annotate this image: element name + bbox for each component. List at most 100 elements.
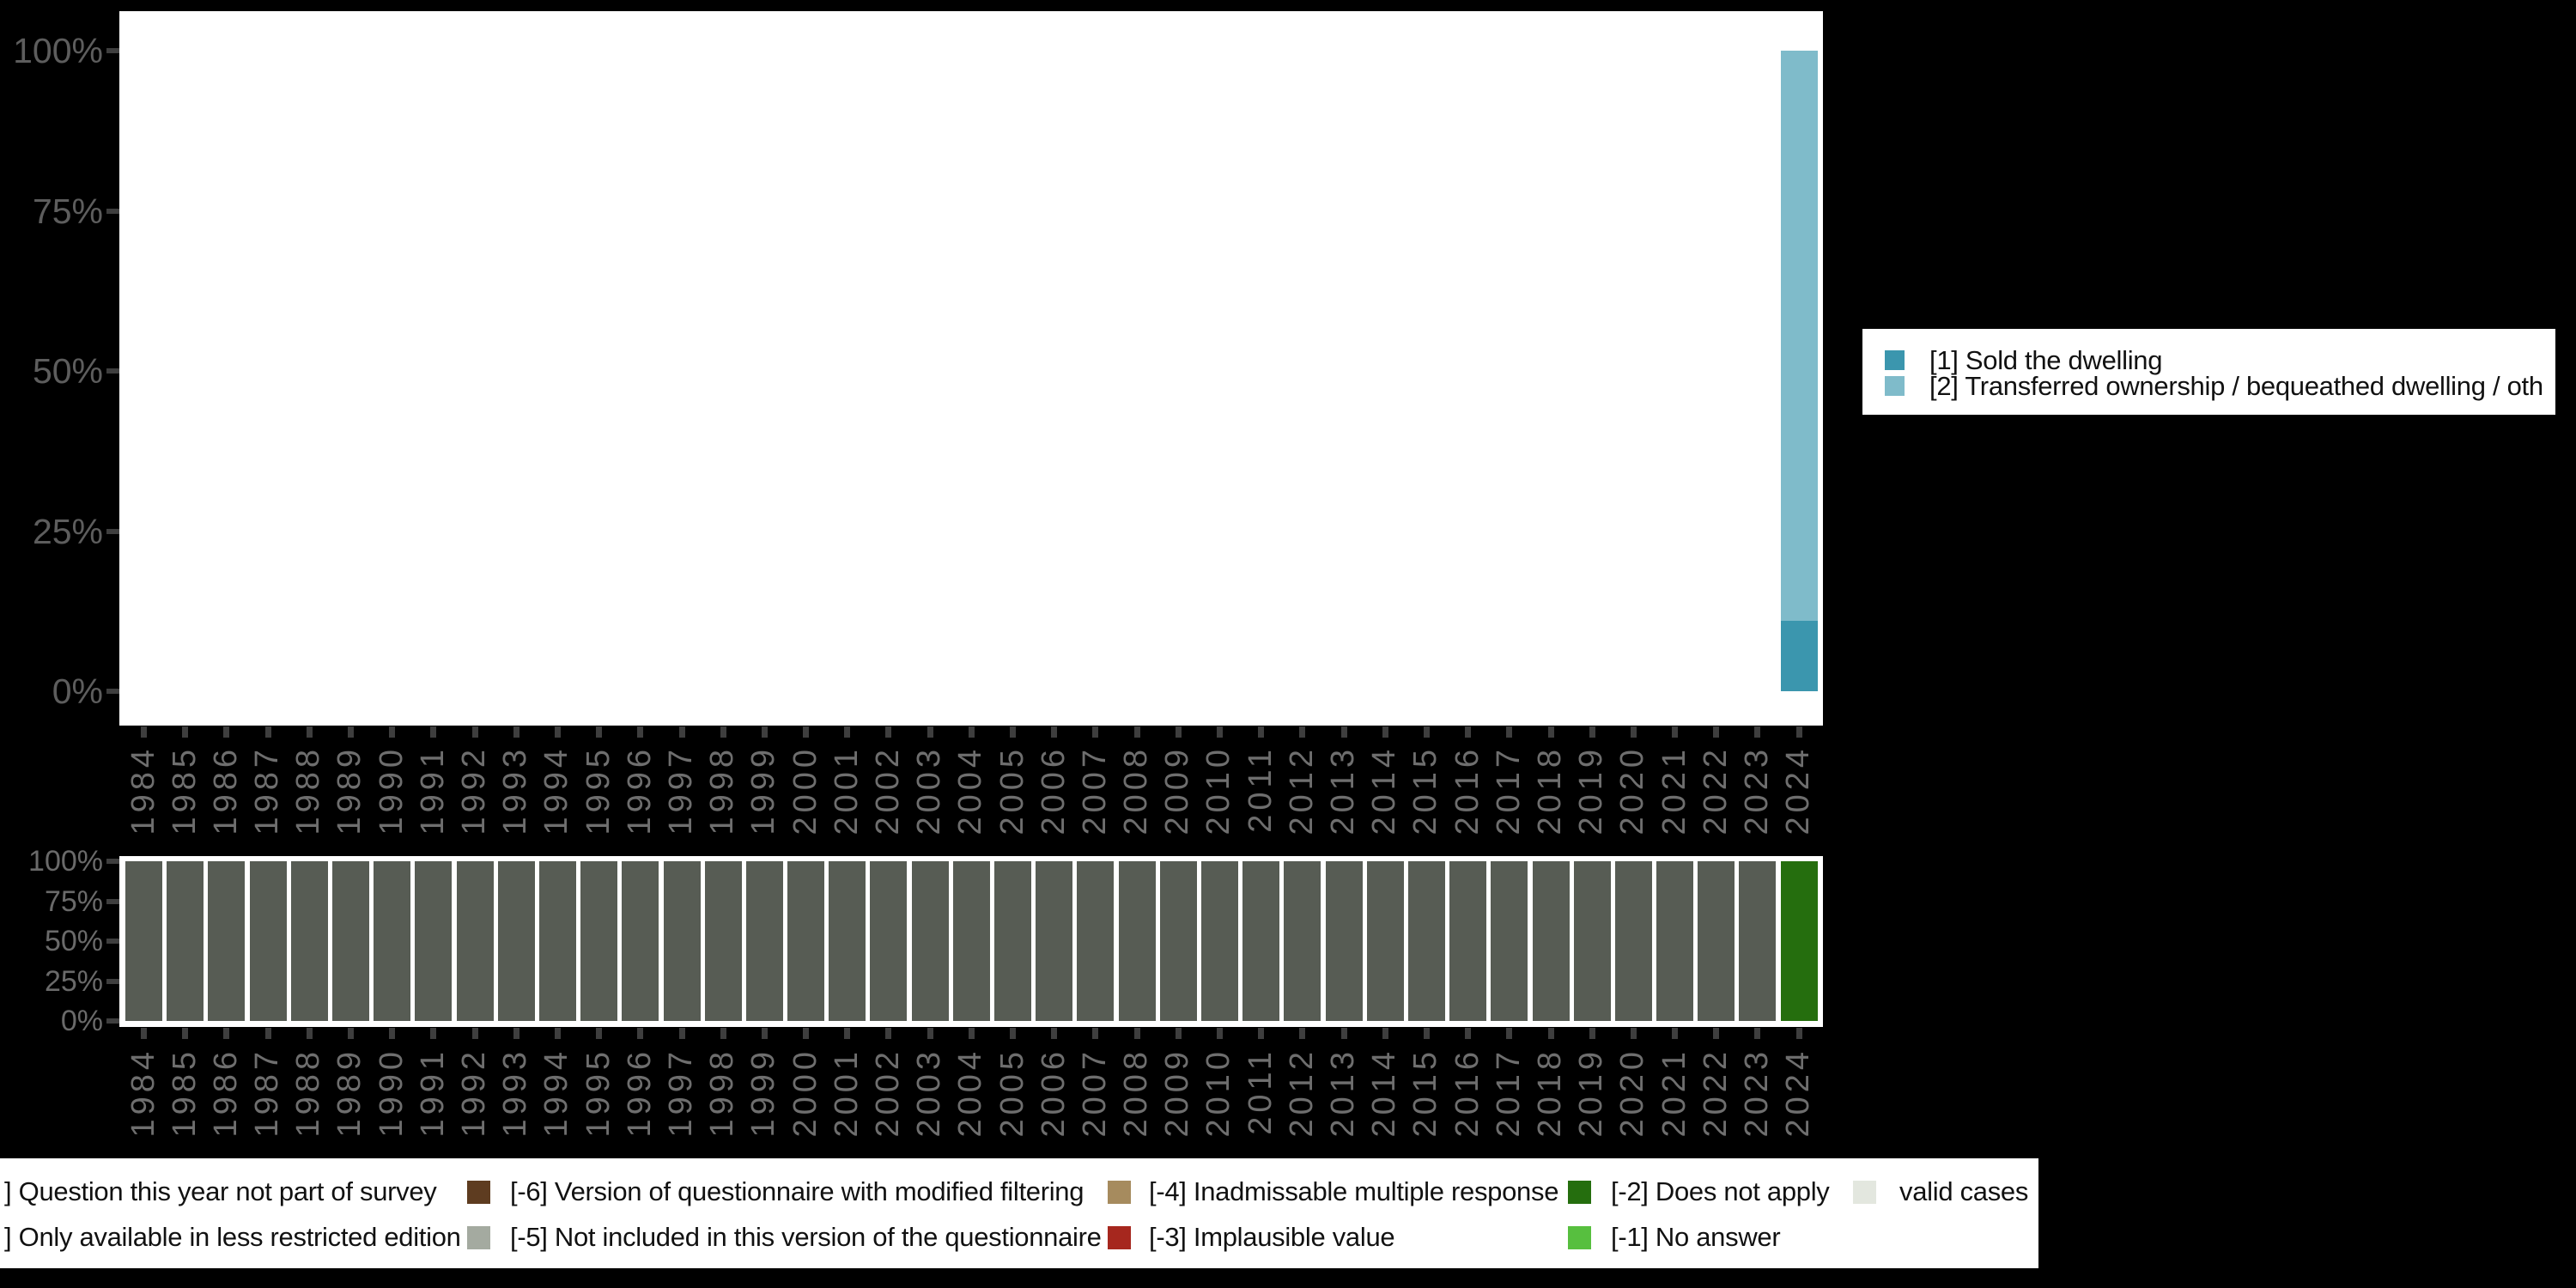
x-axis-tick xyxy=(1216,1028,1223,1039)
bar-segment xyxy=(208,861,246,1021)
x-axis-tick xyxy=(1216,726,1223,738)
x-axis-tick xyxy=(761,726,768,738)
y-axis-tick-label: 50% xyxy=(32,351,103,391)
bar-segment xyxy=(787,861,824,1021)
x-axis-tick xyxy=(1630,726,1637,738)
bar-segment xyxy=(125,861,162,1021)
bar-segment xyxy=(663,861,701,1021)
x-axis-tick xyxy=(513,1028,519,1039)
x-axis-tick xyxy=(596,1028,603,1039)
x-axis-tick xyxy=(1713,726,1720,738)
x-axis-tick xyxy=(1672,1028,1678,1039)
x-axis-tick-label: 1988 xyxy=(290,745,327,835)
x-axis-tick-label: 2020 xyxy=(1614,1048,1651,1138)
x-axis-tick-label: 2011 xyxy=(1242,745,1279,833)
x-axis-tick xyxy=(1051,726,1058,738)
bar-segment xyxy=(1780,861,1818,1021)
legend-swatch xyxy=(1568,1180,1591,1204)
missing-values-legend: ] Question this year not part of survey [… xyxy=(0,1158,2038,1268)
legend-swatch xyxy=(467,1180,490,1204)
x-axis-tick-label: 2017 xyxy=(1490,745,1527,835)
y-axis-tick xyxy=(106,528,119,534)
x-axis-tick-label: 1994 xyxy=(538,745,575,835)
x-axis-tick-label: 2004 xyxy=(952,745,989,835)
legend-swatch xyxy=(1108,1180,1131,1204)
x-axis-tick-label: 2001 xyxy=(828,1048,865,1138)
x-axis-tick-label: 1996 xyxy=(621,745,658,835)
legend-label: [-4] Inadmissable multiple response xyxy=(1149,1176,1559,1206)
x-axis-tick-label: 2013 xyxy=(1325,1048,1361,1138)
legend-label: ] Question this year not part of survey xyxy=(4,1176,437,1206)
bar-segment xyxy=(622,861,659,1021)
bar-segment xyxy=(1449,861,1487,1021)
bar-segment xyxy=(1407,861,1445,1021)
x-axis-tick xyxy=(1258,726,1265,738)
x-axis-tick-label: 1991 xyxy=(414,1048,451,1138)
bar-segment xyxy=(745,861,783,1021)
x-axis-tick-label: 2023 xyxy=(1738,745,1775,835)
x-axis-tick-label: 2010 xyxy=(1200,1048,1237,1138)
bar-segment xyxy=(456,861,494,1021)
x-axis-tick xyxy=(347,1028,354,1039)
legend-swatch xyxy=(1885,376,1905,396)
x-axis-tick xyxy=(264,1028,271,1039)
x-axis-tick xyxy=(1754,726,1761,738)
y-axis-tick xyxy=(106,48,119,53)
x-axis-tick-label: 2007 xyxy=(1076,1048,1113,1138)
y-axis-tick xyxy=(106,978,119,984)
bar-segment xyxy=(1284,861,1321,1021)
x-axis-tick-label: 2012 xyxy=(1283,1048,1320,1138)
y-axis-tick-label: 0% xyxy=(52,671,103,711)
x-axis-tick-label: 1993 xyxy=(497,745,534,835)
x-axis-tick-label: 2021 xyxy=(1656,745,1692,835)
bar-segment xyxy=(994,861,1031,1021)
x-axis-tick-label: 2000 xyxy=(787,1048,823,1138)
x-axis-tick xyxy=(596,726,603,738)
x-axis-tick-label: 2024 xyxy=(1780,745,1817,835)
x-axis-tick xyxy=(1133,726,1140,738)
x-axis-tick-label: 2020 xyxy=(1614,745,1651,835)
bar-segment xyxy=(704,861,742,1021)
x-axis-tick-label: 2015 xyxy=(1407,745,1444,835)
bar-segment xyxy=(1159,861,1197,1021)
y-axis-tick xyxy=(106,1018,119,1024)
x-axis-tick xyxy=(720,1028,726,1039)
x-axis-tick xyxy=(306,1028,313,1039)
x-axis-tick xyxy=(1465,726,1472,738)
y-axis-tick-label: 100% xyxy=(13,31,103,70)
x-axis-tick xyxy=(182,726,189,738)
bar-segment xyxy=(1532,861,1570,1021)
x-axis-tick xyxy=(1630,1028,1637,1039)
x-axis-tick-label: 2015 xyxy=(1407,1048,1444,1138)
x-axis-tick-label: 2004 xyxy=(952,1048,989,1138)
x-axis-tick xyxy=(1506,726,1513,738)
x-axis-tick xyxy=(1423,1028,1430,1039)
x-axis-tick xyxy=(927,726,933,738)
values-legend: [1] Sold the dwelling [2] Transferred own… xyxy=(1862,329,2555,415)
x-axis-tick xyxy=(1299,726,1306,738)
x-axis-tick xyxy=(182,1028,189,1039)
x-axis-tick-label: 1996 xyxy=(621,1048,658,1138)
x-axis-tick xyxy=(430,726,437,738)
x-axis-tick-label: 2009 xyxy=(1159,1048,1196,1138)
y-axis-tick-label: 75% xyxy=(44,884,103,918)
x-axis-tick-label: 1997 xyxy=(663,745,699,835)
x-axis-tick-label: 1988 xyxy=(290,1048,327,1138)
x-axis-tick xyxy=(1423,726,1430,738)
x-axis-tick-label: 1994 xyxy=(538,1048,575,1138)
x-axis-tick xyxy=(1547,1028,1554,1039)
bar-segment xyxy=(497,861,535,1021)
legend-label: [1] Sold the dwelling xyxy=(1929,345,2163,375)
x-axis-tick-label: 1999 xyxy=(745,1048,782,1138)
legend-label: [2] Transferred ownership / bequeathed d… xyxy=(1929,371,2543,401)
x-axis-tick-label: 2016 xyxy=(1449,745,1485,835)
y-axis-tick-label: 75% xyxy=(32,191,103,231)
x-axis-tick-label: 1985 xyxy=(166,1048,203,1138)
x-axis-tick xyxy=(1299,1028,1306,1039)
bar-segment xyxy=(374,861,411,1021)
y-axis-tick-label: 50% xyxy=(44,925,103,957)
x-axis-tick-label: 2012 xyxy=(1283,745,1320,835)
bar-segment xyxy=(1077,861,1115,1021)
x-axis-tick xyxy=(306,726,313,738)
